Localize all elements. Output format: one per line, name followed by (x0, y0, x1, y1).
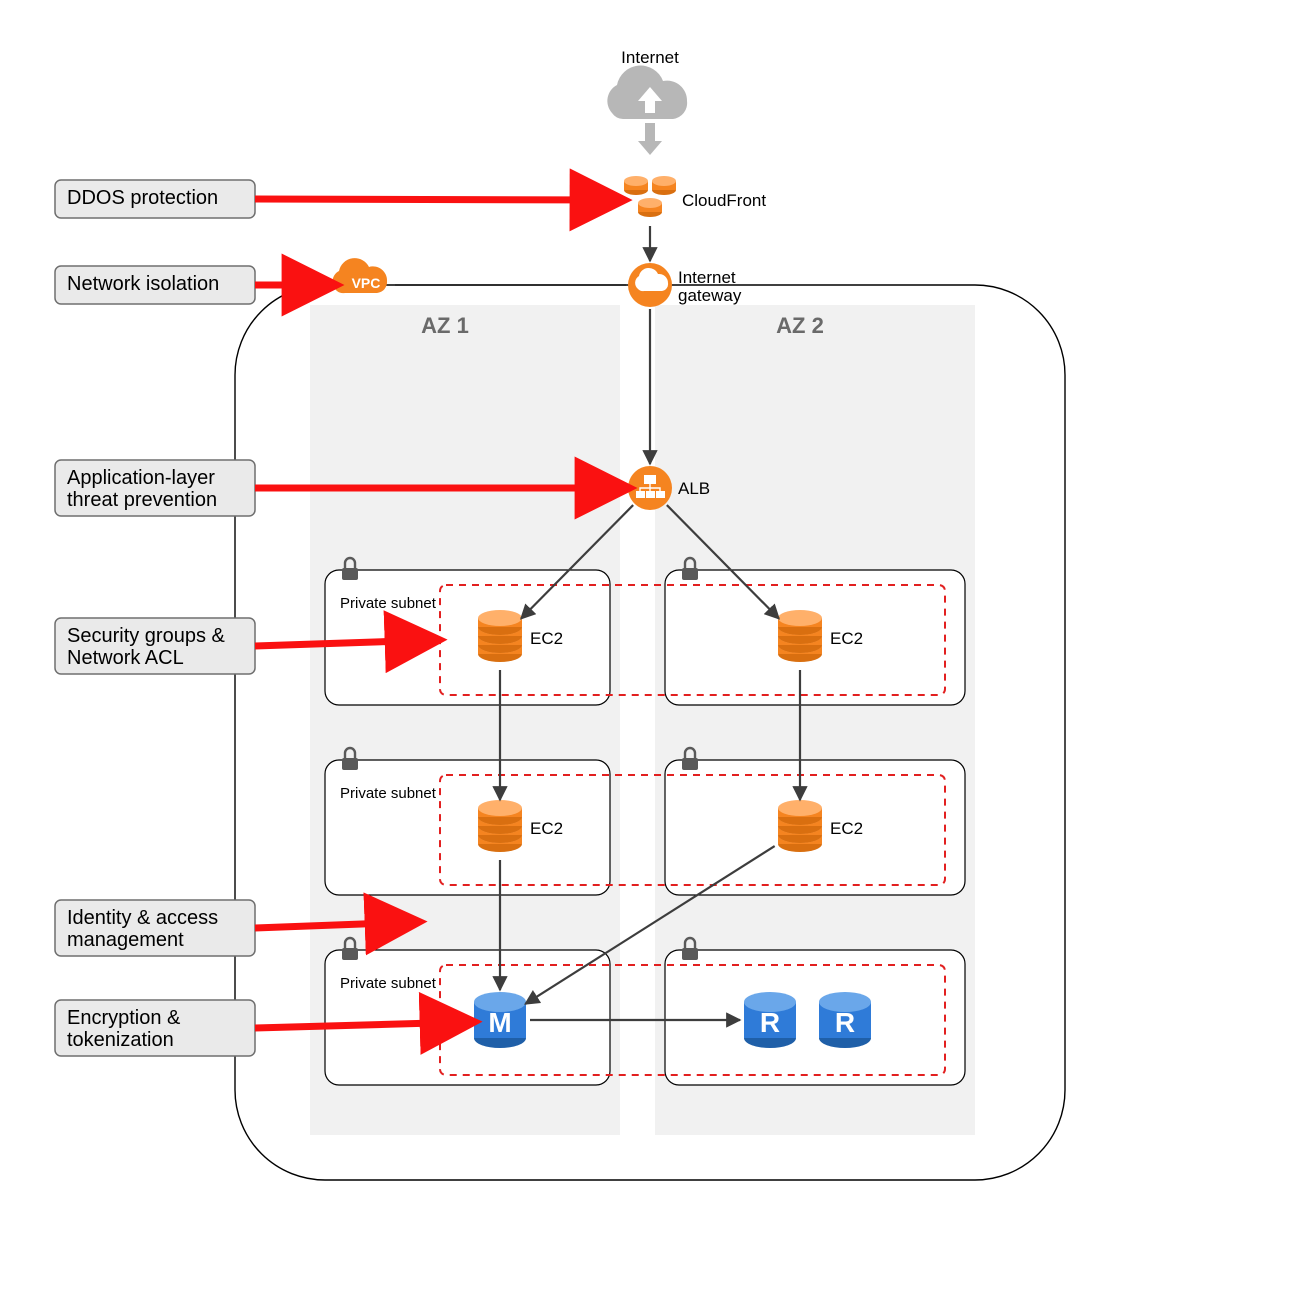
ec2-a1 (478, 610, 522, 662)
ec2-a2-label: EC2 (530, 819, 563, 838)
annotation-sgacl: Security groups &Network ACL (55, 618, 255, 674)
alb-label: ALB (678, 479, 710, 498)
igw-label: Internetgateway (678, 268, 742, 305)
vpc-label: VPC (352, 275, 381, 291)
annotation-enc: Encryption &tokenization (55, 1000, 255, 1056)
annotation-iam: Identity & accessmanagement (55, 900, 255, 956)
annotation-netiso-label: Network isolation (67, 273, 219, 295)
private-subnet (325, 950, 610, 1085)
annotation-applayer: Application-layerthreat prevention (55, 460, 255, 516)
cloudfront-label: CloudFront (682, 191, 766, 210)
annotation-netiso: Network isolation (55, 266, 255, 304)
ec2-b2-label: EC2 (830, 819, 863, 838)
annotation-ddos-arrow (255, 199, 620, 200)
annotation-enc-label: Encryption &tokenization (67, 1007, 181, 1051)
db-replica-1: R (744, 992, 796, 1048)
db-replica-1-letter: R (760, 1007, 780, 1038)
db-replica-2-letter: R (835, 1007, 855, 1038)
architecture-diagram: AZ 1 AZ 2 Private subnet Private subnet Priv… (0, 0, 1311, 1292)
cloudfront-icon (624, 176, 676, 217)
alb-icon (628, 466, 672, 510)
ec2-b1 (778, 610, 822, 662)
az2-label: AZ 2 (776, 313, 824, 338)
annotation-applayer-label: Application-layerthreat prevention (67, 467, 217, 511)
ec2-a2 (478, 800, 522, 852)
subnet-label: Private subnet (340, 595, 437, 612)
db-master: M (474, 992, 526, 1048)
ec2-b1-label: EC2 (830, 629, 863, 648)
internet-icon: Internet (607, 48, 687, 155)
ec2-b2 (778, 800, 822, 852)
private-subnet (325, 570, 610, 705)
db-replica-2: R (819, 992, 871, 1048)
private-subnet (325, 760, 610, 895)
internet-label: Internet (621, 48, 679, 67)
ec2-a1-label: EC2 (530, 629, 563, 648)
az1-label: AZ 1 (421, 313, 469, 338)
annotation-ddos-label: DDOS protection (67, 187, 218, 209)
annotation-ddos: DDOS protection (55, 180, 255, 218)
subnet-label: Private subnet (340, 785, 437, 802)
vpc-badge: VPC (333, 258, 388, 293)
private-subnet (665, 950, 965, 1085)
internet-gateway-icon: Internetgateway (628, 263, 742, 307)
subnet-label: Private subnet (340, 975, 437, 992)
db-master-letter: M (488, 1007, 511, 1038)
